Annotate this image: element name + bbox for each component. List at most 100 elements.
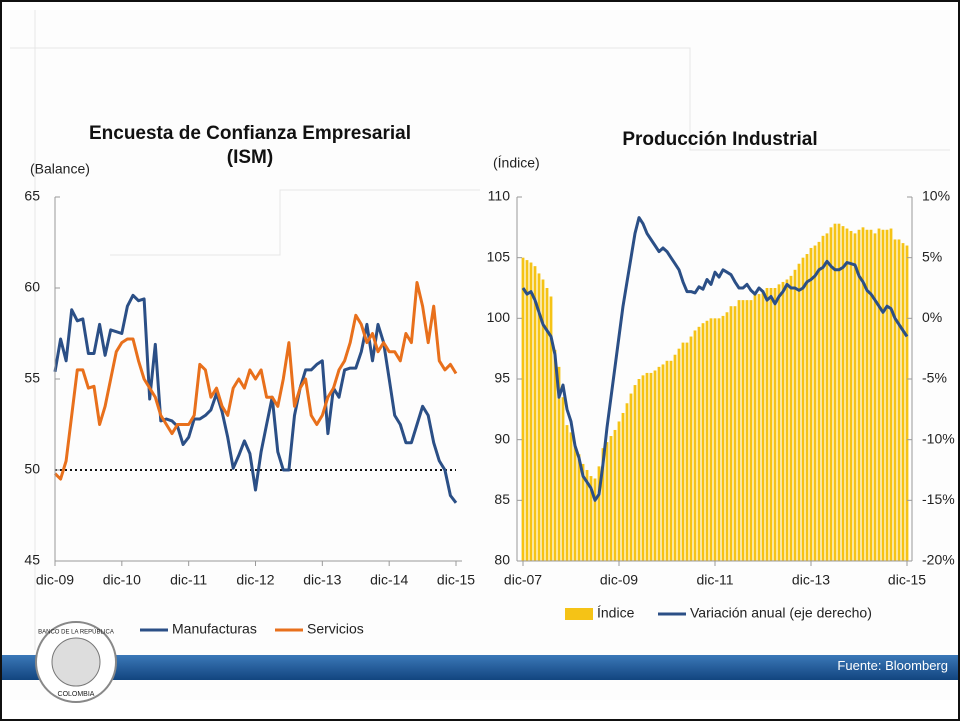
bar [649,372,653,561]
bar [821,235,825,561]
bar [857,229,861,561]
y-tick-label: 95 [494,370,510,386]
bar [901,243,905,561]
y-tick-label: 55 [24,370,40,386]
decor-line [10,47,950,151]
bar [661,364,665,561]
x-tick-label: dic-12 [236,572,274,588]
bar [817,241,821,562]
bar [757,294,761,561]
bar [885,229,889,561]
axis-unit: (Índice) [493,155,540,171]
bar [585,470,589,561]
axis-unit: (Balance) [30,161,90,177]
bar [625,403,629,561]
bar [721,315,725,561]
bar [889,228,893,561]
bar [689,336,693,561]
chart-title: Encuesta de Confianza Empresarial (ISM) [88,123,412,168]
bar [685,342,689,561]
bar [577,454,581,561]
bar [669,360,673,561]
line [53,293,458,504]
bar [693,330,697,561]
bar [861,227,865,562]
bar [709,318,713,561]
decor-line [110,189,480,256]
y-tick-label: 50 [24,461,40,477]
bar [617,421,621,561]
bar [677,348,681,561]
bar [621,412,625,561]
bar [581,463,585,561]
x-tick-label: dic-13 [792,572,830,588]
bar [681,342,685,561]
logo-emblem [51,637,101,687]
bar [845,228,849,561]
footer-band [0,655,960,680]
x-tick-label: dic-13 [303,572,341,588]
x-tick-label: dic-11 [170,572,207,588]
bar [561,397,565,561]
bar [877,228,881,561]
legend-label: Variación anual (eje derecho) [690,605,872,621]
y2-tick-label: -5% [922,370,947,386]
bar [713,318,717,561]
legend-swatch [565,608,593,620]
y-tick-label: 80 [494,552,510,568]
bar [825,233,829,561]
bar [813,245,817,562]
line [521,216,909,502]
bar [737,300,741,561]
bar [609,436,613,561]
bar [753,294,757,561]
bar [765,288,769,561]
y-tick-label: 45 [24,552,40,568]
chart-title: Producción Industrial [622,129,818,150]
y-tick-label: 100 [487,309,511,325]
bar [549,296,553,561]
bar [533,266,537,561]
bar [657,366,661,561]
bar [541,279,545,561]
bar [761,290,765,561]
y2-tick-label: -10% [922,430,955,446]
y2-tick-label: 10% [922,188,950,204]
bar [837,223,841,561]
bar [797,263,801,561]
panel [10,10,950,700]
bar [841,226,845,561]
bar [741,300,745,561]
legend-label: Manufacturas [172,621,257,637]
x-tick-label: dic-10 [103,572,141,588]
y2-tick-label: 0% [922,309,942,325]
bar [785,279,789,561]
x-tick-label: dic-15 [888,572,926,588]
bar [537,273,541,561]
y-tick-label: 85 [494,491,510,507]
bar [789,275,793,561]
bar [773,288,777,561]
bar [633,385,637,561]
bar [637,379,641,561]
bar [809,247,813,561]
bar [897,239,901,561]
bar [557,366,561,561]
bar [589,476,593,561]
x-tick-label: dic-09 [36,572,74,588]
bar [653,370,657,561]
bar [865,229,869,561]
bar [601,448,605,561]
bar [729,306,733,561]
bar [629,393,633,561]
y-tick-label: 65 [24,188,40,204]
y-tick-label: 90 [494,430,510,446]
bar [801,257,805,561]
bar [893,239,897,561]
bar [733,306,737,561]
bar [545,288,549,561]
bar [717,318,721,561]
bar [793,269,797,561]
